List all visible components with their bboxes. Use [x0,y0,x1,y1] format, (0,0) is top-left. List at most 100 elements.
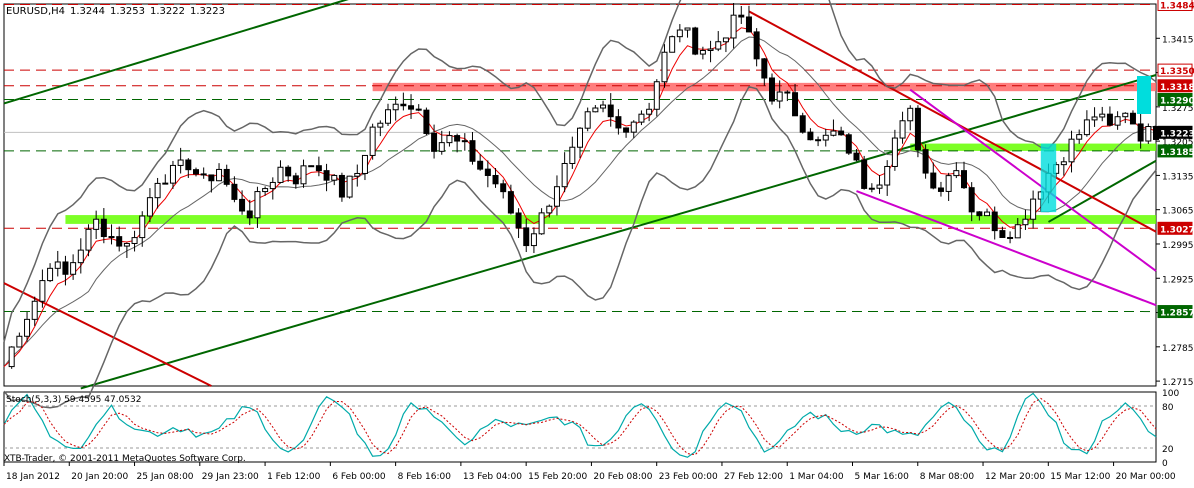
candle-body [753,31,760,60]
candle-body [492,174,499,185]
candle-body [1122,112,1129,118]
candle-body [891,137,898,167]
x-tick-label: 20 Feb 08:00 [593,472,652,482]
candle-body [515,212,522,229]
level-label: 1.3185 [1160,148,1194,158]
ohlc-high: 1.3253 [110,6,145,17]
horizontal-levels [4,3,1156,313]
x-tick-label: 29 Jan 23:00 [202,472,259,482]
candle-body [16,335,23,348]
candle-body [968,187,975,213]
candle-body [868,187,875,190]
candle-body [830,130,837,136]
candle-body [615,116,622,129]
candle-body [208,174,215,182]
candle-body [415,108,422,111]
stoch-frame [3,391,1157,463]
candle-body [538,212,545,235]
candle-body [592,107,599,113]
candle-body [361,154,368,174]
candle-body [653,81,660,110]
candle-body [553,186,560,207]
candle-body [815,139,822,142]
candle-body [1007,236,1014,239]
candle-body [699,49,706,55]
candle-body [24,318,31,337]
candle-body [630,121,637,133]
candle-body [454,135,461,142]
candle-body [945,175,952,192]
candle-body [446,135,453,144]
candle-body [177,159,184,166]
level-label-box [1157,221,1193,235]
candle-body [8,346,15,368]
copyright-label: XTB-Trader, © 2001-2011 MetaQuotes Softw… [4,454,246,464]
level-label-box [1157,63,1193,77]
candle-body [569,146,576,164]
candle-body [922,149,929,174]
x-tick-label: 8 Mar 08:00 [920,472,975,482]
price-zones [65,82,1157,224]
candle-body [354,172,361,177]
candle-body [1076,134,1083,140]
candle-body [200,173,207,176]
candle-body [231,183,238,200]
y-tick-label: 1.3415 [1162,35,1194,45]
level-label-box [1157,79,1193,93]
candle-body [838,130,845,136]
candle-body [1114,116,1121,126]
candle-body [100,218,107,238]
candle-body [638,113,645,123]
candle-body [469,140,476,162]
x-tick-label: 12 Mar 20:00 [985,472,1045,482]
candle-body [1091,116,1098,121]
x-tick-label: 5 Mar 16:00 [854,472,909,482]
stoch-label: Stoch(5,3,3) 59.4595 47.0532 [6,395,141,405]
candle-body [669,36,676,53]
candle-body [423,109,430,134]
candle-body [1145,126,1152,142]
candle-body [1083,119,1090,136]
x-tick-label: 13 Feb 04:00 [463,472,522,482]
candle-body [39,280,46,302]
x-tick-label: 15 Mar 12:00 [1050,472,1110,482]
candle-body [223,168,230,185]
candle-body [408,105,415,110]
candle-body [169,164,176,184]
candle-body [577,127,583,148]
candle-body [769,77,775,102]
y-tick-label: 1.3135 [1162,172,1194,182]
trendline [80,74,1157,390]
candle-body [776,91,783,102]
candle-body [984,211,991,217]
y-tick-label: 1.3205 [1162,138,1194,148]
candle-body [85,228,92,251]
candle-body [154,182,161,199]
candle-body [62,261,69,275]
x-tick-label: 23 Feb 00:00 [659,472,718,482]
candle-body [999,230,1006,238]
stoch-tick-label: 80 [1162,403,1174,413]
candle-body [477,160,484,170]
level-label-box [1157,93,1193,106]
candle-body [108,236,115,239]
candle-body [262,188,269,193]
candle-body [792,92,799,117]
candle-body [346,175,353,198]
x-tick-label: 1 Feb 12:00 [267,472,321,482]
x-tick-label: 27 Feb 12:00 [724,472,783,482]
time-axis: 18 Jan 2012 20 Jan 20:00 25 Jan 08:00 29 Ja… [3,462,1176,482]
y-tick-label: 1.3065 [1162,207,1194,217]
level-labels: 1.3484 1.3350 1.3318 1.3290 1.3223 1.3185 1.30… [1157,0,1194,319]
candle-body [369,126,376,156]
x-tick-label: 6 Feb 00:00 [332,472,386,482]
candle-body [185,159,192,171]
candle-body [676,29,683,38]
level-label: 1.3223 [1160,129,1194,139]
candle-body [930,172,937,189]
bb-lower [3,85,1157,409]
candle-body [507,191,514,214]
y-tick-label: 1.2995 [1162,241,1194,251]
trendline [3,0,349,105]
